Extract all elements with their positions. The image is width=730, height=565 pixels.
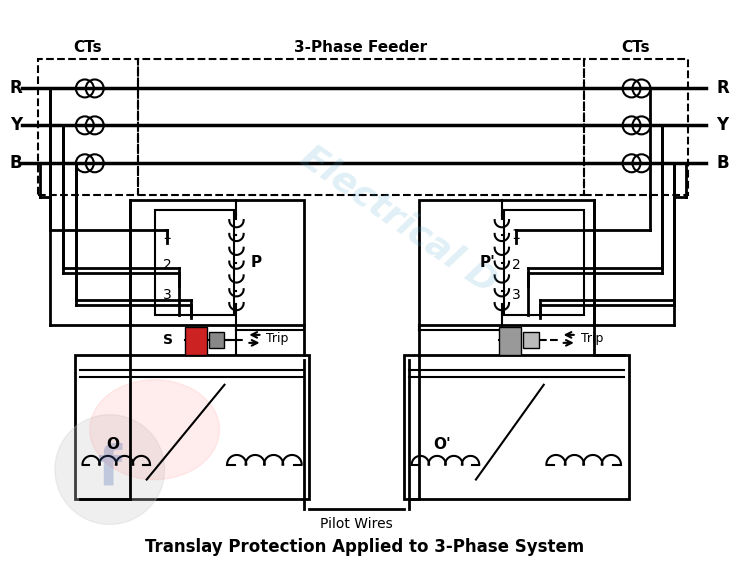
Bar bbox=[504, 210, 584, 315]
Bar bbox=[75, 355, 310, 499]
Text: O': O' bbox=[433, 437, 451, 452]
Bar bbox=[155, 210, 234, 315]
Ellipse shape bbox=[90, 380, 220, 480]
Text: B: B bbox=[10, 154, 23, 172]
Bar bbox=[138, 59, 584, 195]
Text: CTs: CTs bbox=[74, 40, 102, 55]
Text: Y: Y bbox=[10, 116, 22, 134]
Text: Trip: Trip bbox=[266, 332, 289, 345]
Text: Pilot Wires: Pilot Wires bbox=[320, 518, 393, 532]
Text: 2: 2 bbox=[512, 258, 520, 272]
Bar bbox=[523, 332, 539, 348]
Text: Electrical D: Electrical D bbox=[295, 140, 504, 301]
Bar bbox=[404, 355, 629, 499]
Text: P': P' bbox=[480, 255, 496, 270]
Text: Translay Protection Applied to 3-Phase System: Translay Protection Applied to 3-Phase S… bbox=[145, 538, 584, 557]
Text: S: S bbox=[163, 333, 172, 347]
Bar bbox=[130, 200, 304, 325]
Bar bbox=[38, 59, 138, 195]
Bar bbox=[185, 327, 207, 355]
Text: R: R bbox=[716, 80, 729, 97]
Bar bbox=[499, 327, 520, 355]
Text: 1: 1 bbox=[512, 228, 520, 242]
Bar bbox=[209, 332, 225, 348]
Text: R: R bbox=[10, 80, 23, 97]
Bar bbox=[419, 200, 593, 325]
Text: Y: Y bbox=[716, 116, 729, 134]
Circle shape bbox=[55, 415, 165, 524]
Bar bbox=[584, 59, 688, 195]
Text: S': S' bbox=[512, 333, 526, 347]
Text: f: f bbox=[98, 442, 122, 497]
Text: CTs: CTs bbox=[622, 40, 650, 55]
Text: 3: 3 bbox=[163, 288, 172, 302]
Text: O: O bbox=[107, 437, 119, 452]
Text: B: B bbox=[716, 154, 729, 172]
Text: 3-Phase Feeder: 3-Phase Feeder bbox=[294, 40, 427, 55]
Text: P: P bbox=[250, 255, 261, 270]
Text: 2: 2 bbox=[163, 258, 172, 272]
Text: Trip: Trip bbox=[580, 332, 603, 345]
Text: 3: 3 bbox=[512, 288, 520, 302]
Text: 1: 1 bbox=[163, 228, 172, 242]
